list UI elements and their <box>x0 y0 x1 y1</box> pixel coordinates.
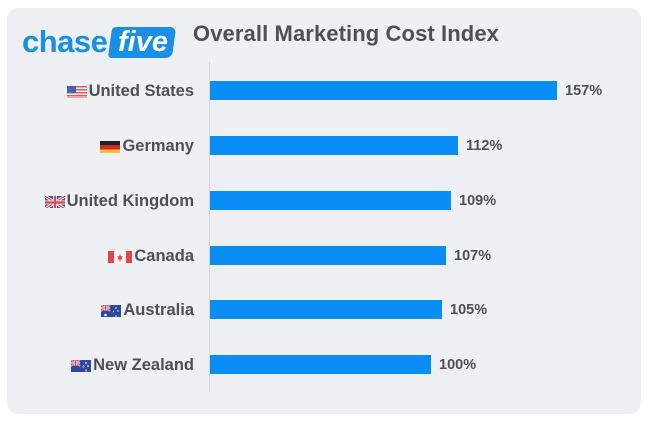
category-name: New Zealand <box>93 355 194 374</box>
chasefive-logo: chase five <box>22 24 177 59</box>
ca-flag-icon <box>108 250 133 263</box>
value-label: 105% <box>450 302 488 318</box>
bar <box>210 300 442 319</box>
category-label: New Zealand <box>71 355 194 375</box>
bar <box>210 81 557 100</box>
de-flag-icon <box>100 140 121 153</box>
bar <box>210 191 451 210</box>
bar-row: Australia 105% <box>0 300 654 320</box>
category-name: Germany <box>122 136 194 155</box>
bar <box>210 246 446 265</box>
gb-flag-icon <box>44 194 65 208</box>
value-label: 112% <box>466 138 503 154</box>
bar-row: United States 157% <box>0 81 654 101</box>
logo-text-chase: chase <box>22 24 108 59</box>
category-name: Canada <box>134 246 194 265</box>
chart-card <box>7 8 641 414</box>
bar-row: United Kingdom 109% <box>0 191 654 211</box>
logo-badge-five: five <box>108 26 177 58</box>
chart-title: Overall Marketing Cost Index <box>193 21 499 46</box>
au-flag-icon <box>101 303 122 317</box>
category-label: Germany <box>100 136 194 156</box>
bar-row: Germany 112% <box>0 136 654 156</box>
value-label: 109% <box>459 193 497 209</box>
category-name: United States <box>88 81 194 100</box>
y-axis-line <box>209 62 210 392</box>
category-label: United States <box>66 81 194 101</box>
category-label: United Kingdom <box>44 191 194 211</box>
category-name: Australia <box>123 300 194 319</box>
bar <box>210 355 431 374</box>
value-label: 157% <box>565 83 603 99</box>
category-name: United Kingdom <box>66 191 194 210</box>
value-label: 107% <box>454 248 492 264</box>
bar <box>210 136 458 155</box>
category-label: Australia <box>101 300 194 320</box>
category-label: Canada <box>108 246 194 266</box>
bar-row: New Zealand 100% <box>0 355 654 375</box>
nz-flag-icon <box>71 358 92 372</box>
us-flag-icon <box>66 85 87 98</box>
value-label: 100% <box>439 357 477 373</box>
bar-row: Canada 107% <box>0 246 654 266</box>
